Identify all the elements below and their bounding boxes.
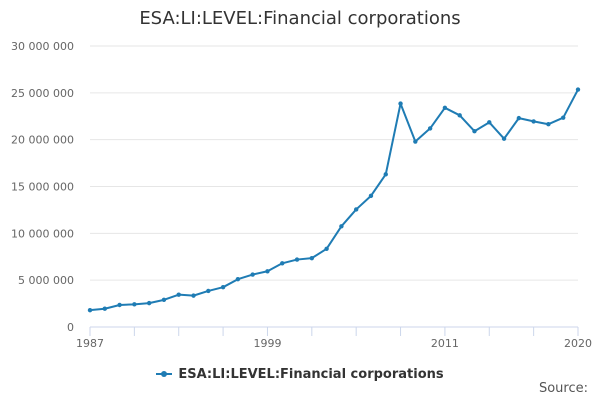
data-point [383, 172, 388, 177]
data-point [472, 129, 477, 134]
data-point [235, 277, 241, 282]
x-tick-label: 2011 [431, 337, 459, 350]
data-point [265, 269, 270, 274]
data-point [339, 224, 344, 229]
y-tick-label: 15 000 000 [11, 181, 74, 194]
data-point [442, 105, 448, 111]
data-point [457, 113, 462, 118]
legend-item-financial-corporations[interactable]: ESA:LI:LEVEL:Financial corporations [156, 366, 444, 382]
data-point [501, 136, 507, 141]
x-tick-label: 1999 [253, 337, 281, 350]
legend: ESA:LI:LEVEL:Financial corporations [0, 364, 600, 382]
data-point [427, 126, 433, 131]
data-point [309, 255, 315, 261]
data-point [176, 292, 181, 297]
data-point [280, 261, 285, 266]
data-point [368, 193, 374, 199]
y-tick-label: 25 000 000 [11, 87, 74, 100]
data-point [324, 246, 329, 251]
y-tick-label: 5 000 000 [18, 274, 74, 287]
data-point [146, 300, 152, 306]
x-tick-label: 1987 [76, 337, 104, 350]
data-point [294, 257, 300, 262]
series-line [89, 88, 579, 312]
data-point [132, 302, 137, 307]
data-point [161, 297, 167, 303]
x-tick-label: 2020 [564, 337, 592, 350]
data-point [102, 306, 107, 311]
data-point [516, 115, 522, 121]
y-tick-label: 10 000 000 [11, 227, 74, 240]
y-tick-label: 20 000 000 [11, 134, 74, 147]
data-point [531, 119, 536, 124]
data-point [487, 120, 492, 125]
chart-title: ESA:LI:LEVEL:Financial corporations [139, 8, 461, 29]
y-tick-label: 30 000 000 [11, 40, 74, 53]
data-point [398, 101, 403, 106]
data-point [250, 272, 255, 277]
legend-label: ESA:LI:LEVEL:Financial corporations [178, 366, 444, 382]
legend-dot [161, 371, 168, 377]
data-point [220, 284, 226, 290]
data-point [87, 307, 93, 313]
data-point [561, 115, 566, 120]
data-point [191, 293, 196, 298]
data-point [413, 139, 418, 144]
data-point [117, 302, 122, 308]
data-point [353, 207, 359, 212]
data-point [206, 288, 211, 294]
data-point [546, 122, 551, 127]
y-tick-label: 0 [67, 321, 74, 334]
data-point [575, 87, 581, 92]
source-label: Source: [538, 381, 588, 396]
legend-swatch [156, 371, 173, 377]
